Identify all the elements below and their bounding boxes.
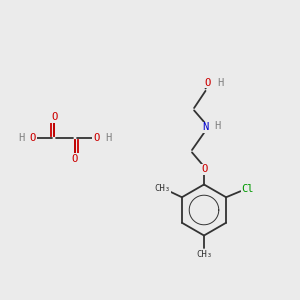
Text: H: H — [218, 77, 224, 88]
Text: O: O — [204, 77, 210, 88]
Text: H: H — [105, 133, 111, 143]
Text: N: N — [202, 122, 208, 133]
Text: Cl: Cl — [242, 184, 254, 194]
Text: H: H — [18, 133, 24, 143]
Text: O: O — [93, 133, 99, 143]
Text: O: O — [201, 164, 207, 175]
Text: H: H — [214, 121, 220, 131]
Text: CH₃: CH₃ — [154, 184, 170, 193]
Text: O: O — [72, 154, 78, 164]
Text: CH₃: CH₃ — [196, 250, 212, 259]
Text: O: O — [51, 112, 57, 122]
Text: O: O — [30, 133, 36, 143]
